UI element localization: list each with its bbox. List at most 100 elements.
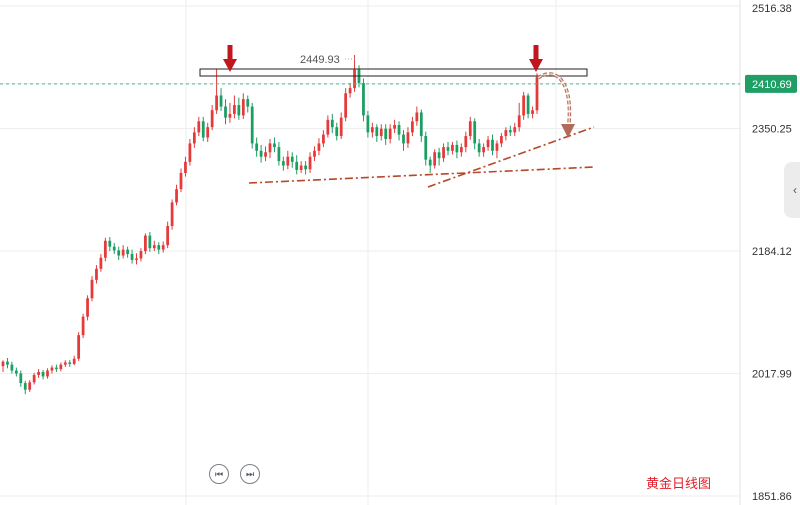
candle [228,102,232,123]
candle [206,122,210,142]
candle [451,141,454,155]
candle [250,102,254,149]
high-price-label: 2449.93 [300,54,340,66]
candle-body [522,95,526,116]
candle [1,360,5,373]
candle [459,143,463,157]
candle-body [161,245,165,250]
candle-body [37,372,40,375]
candle-body [86,298,89,317]
candle-body [237,105,241,116]
arrow-head [223,58,237,72]
candle [268,139,272,159]
candle-body [99,257,103,269]
candle [99,254,103,272]
candle-body [326,119,330,135]
candle [433,149,437,169]
candle-body [500,136,503,144]
candle [90,276,94,302]
candle-body [313,150,316,157]
candle-body [63,362,67,365]
candle-body [477,143,481,153]
candle [486,136,490,151]
candle-body [508,130,512,133]
candle [295,155,299,175]
candle [241,93,245,120]
candle [6,358,9,369]
candle-body [68,362,72,364]
candle [59,362,63,372]
candle [103,237,107,262]
next-button[interactable]: ⏭ [240,464,260,484]
candle-body [366,115,370,133]
price-axis: 2516.38 2350.25 2184.12 2017.99 1851.86 2410.… [745,3,797,503]
candle-body [468,121,472,137]
candle-body [273,143,276,148]
chevron-left-icon: ‹ [793,183,797,197]
candle-body [210,110,214,128]
candle-body [46,370,49,377]
candle [495,140,499,159]
candle-body [531,110,534,114]
candle [388,124,392,144]
down-arrow-icon [529,44,543,72]
candle [41,369,45,380]
candle-body [148,235,152,249]
candle [135,253,138,265]
candle-body [491,139,494,151]
candle [19,370,23,387]
candle-body [50,367,54,371]
candle-body [41,372,45,377]
candle [473,118,477,150]
candle [468,116,472,140]
candle [455,140,459,159]
resistance-box [199,68,588,77]
candle-body [77,335,81,359]
candle [161,241,165,253]
candle-body [277,147,281,162]
candle [419,109,423,142]
candle [117,246,121,260]
candle-body [348,88,352,94]
candles [1,54,539,395]
candle [366,110,370,138]
candle [353,54,356,92]
candle [330,113,334,134]
candle-body [81,316,85,336]
candle [370,122,374,138]
candle [126,246,129,258]
rising-trendline [427,126,595,188]
candle [384,124,388,145]
candle-body [14,370,18,374]
candle-body [486,139,490,148]
candle-body [455,144,459,153]
candle-body [192,132,196,144]
candle-body [308,156,312,170]
skip-forward-icon: ⏭ [245,468,255,479]
candle [482,143,485,157]
candle-body [206,127,210,138]
candle-body [179,172,183,190]
candle-body [135,258,138,260]
previous-button[interactable]: ⏮ [209,464,229,484]
side-panel-toggle[interactable]: ‹ [784,162,800,218]
candle [464,131,468,153]
candle [139,248,143,262]
candle [121,245,125,259]
candle [406,127,410,148]
candle-body [402,134,405,144]
candle [95,265,98,284]
candle-body [224,106,227,118]
candle-body [233,105,236,114]
candle-body [170,202,174,227]
candle-body [197,121,201,133]
candle [72,355,76,366]
current-price-label: 2410.69 [752,79,792,91]
candle-body [304,165,307,170]
y-tick-label: 2184.12 [752,246,792,258]
current-price-badge [745,74,797,93]
support-trendline [248,166,595,184]
candle-body [397,124,401,135]
arrow-shaft [533,44,539,61]
candle [112,242,116,255]
